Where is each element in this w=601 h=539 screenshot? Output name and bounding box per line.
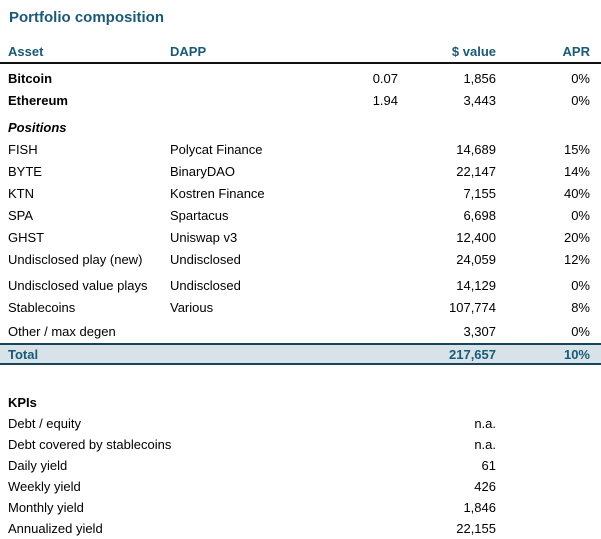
table-row: Undisclosed play (new) Undisclosed 24,05… xyxy=(0,248,601,270)
value-cell: 1,856 xyxy=(463,70,496,86)
column-header-value: $ value xyxy=(451,43,496,59)
asset-cell: Undisclosed value plays xyxy=(8,277,148,293)
total-value: 217,657 xyxy=(449,346,496,362)
asset-cell: Bitcoin xyxy=(8,70,53,86)
kpi-row: Debt / equity n.a. xyxy=(0,413,601,434)
value-cell: 107,774 xyxy=(449,299,496,315)
dapp-cell: BinaryDAO xyxy=(170,163,236,179)
qty-cell: 0.07 xyxy=(372,70,398,86)
kpi-section-title: KPIs xyxy=(0,391,601,413)
apr-cell: 0% xyxy=(571,70,590,86)
apr-cell: 20% xyxy=(563,229,590,245)
kpi-value: 61 xyxy=(481,458,496,473)
apr-cell: 40% xyxy=(563,185,590,201)
total-row: Total 217,657 10% xyxy=(0,343,601,365)
apr-cell: 0% xyxy=(571,207,590,223)
section-header-positions: Positions xyxy=(0,116,601,138)
value-cell: 7,155 xyxy=(463,185,496,201)
apr-cell: 15% xyxy=(563,141,590,157)
table-row: Ethereum 1.94 3,443 0% xyxy=(0,89,601,111)
kpi-label: Debt / equity xyxy=(8,416,81,431)
dapp-cell: Kostren Finance xyxy=(170,185,265,201)
table-row: BYTE BinaryDAO 22,147 14% xyxy=(0,160,601,182)
kpi-label: Debt covered by stablecoins xyxy=(8,437,172,452)
total-apr: 10% xyxy=(563,346,590,362)
column-header-dapp: DAPP xyxy=(170,43,207,59)
kpi-title-label: KPIs xyxy=(8,394,37,410)
table-row: SPA Spartacus 6,698 0% xyxy=(0,204,601,226)
asset-cell: Other / max degen xyxy=(8,323,116,339)
value-cell: 6,698 xyxy=(463,207,496,223)
kpi-label: Daily yield xyxy=(8,458,68,473)
column-header-apr: APR xyxy=(562,43,590,59)
kpi-value: n.a. xyxy=(474,416,496,431)
value-cell: 14,129 xyxy=(456,277,496,293)
qty-cell: 1.94 xyxy=(372,92,398,108)
value-cell: 3,307 xyxy=(463,323,496,339)
table-row: KTN Kostren Finance 7,155 40% xyxy=(0,182,601,204)
asset-cell: Undisclosed play (new) xyxy=(8,251,143,267)
kpi-label: Annualized yield xyxy=(8,521,103,536)
kpi-value: 22,155 xyxy=(456,521,496,536)
value-cell: 3,443 xyxy=(463,92,496,108)
kpi-row: Daily yield 61 xyxy=(0,455,601,476)
asset-cell: GHST xyxy=(8,229,45,245)
total-label: Total xyxy=(8,346,39,362)
table-row: Undisclosed value plays Undisclosed 14,1… xyxy=(0,274,601,296)
page-title: Portfolio composition xyxy=(9,9,164,26)
dapp-cell: Various xyxy=(170,299,214,315)
dapp-cell: Undisclosed xyxy=(170,251,241,267)
table-row: Stablecoins Various 107,774 8% xyxy=(0,296,601,318)
asset-cell: Ethereum xyxy=(8,92,68,108)
table-row: FISH Polycat Finance 14,689 15% xyxy=(0,138,601,160)
kpi-row: Weekly yield 426 xyxy=(0,476,601,497)
apr-cell: 8% xyxy=(571,299,590,315)
dapp-cell: Polycat Finance xyxy=(170,141,263,157)
value-cell: 14,689 xyxy=(456,141,496,157)
kpi-row: Monthly yield 1,846 xyxy=(0,497,601,518)
value-cell: 22,147 xyxy=(456,163,496,179)
apr-cell: 0% xyxy=(571,92,590,108)
section-label: Positions xyxy=(8,119,67,135)
table-row: GHST Uniswap v3 12,400 20% xyxy=(0,226,601,248)
apr-cell: 14% xyxy=(563,163,590,179)
value-cell: 12,400 xyxy=(456,229,496,245)
apr-cell: 12% xyxy=(563,251,590,267)
apr-cell: 0% xyxy=(571,323,590,339)
kpi-row: Annualized yield 22,155 xyxy=(0,518,601,539)
asset-cell: FISH xyxy=(8,141,38,157)
kpi-value: 426 xyxy=(474,479,496,494)
asset-cell: Stablecoins xyxy=(8,299,76,315)
dapp-cell: Undisclosed xyxy=(170,277,241,293)
asset-cell: KTN xyxy=(8,185,34,201)
kpi-row: Debt covered by stablecoins n.a. xyxy=(0,434,601,455)
table-row: Other / max degen 3,307 0% xyxy=(0,320,601,342)
dapp-cell: Spartacus xyxy=(170,207,229,223)
table-row: Bitcoin 0.07 1,856 0% xyxy=(0,67,601,89)
table-header-row: Asset DAPP $ value APR xyxy=(0,40,601,64)
asset-cell: SPA xyxy=(8,207,34,223)
kpi-label: Monthly yield xyxy=(8,500,84,515)
kpi-label: Weekly yield xyxy=(8,479,81,494)
kpi-value: 1,846 xyxy=(463,500,496,515)
kpi-value: n.a. xyxy=(474,437,496,452)
column-header-asset: Asset xyxy=(8,43,44,59)
apr-cell: 0% xyxy=(571,277,590,293)
dapp-cell: Uniswap v3 xyxy=(170,229,238,245)
value-cell: 24,059 xyxy=(456,251,496,267)
asset-cell: BYTE xyxy=(8,163,42,179)
